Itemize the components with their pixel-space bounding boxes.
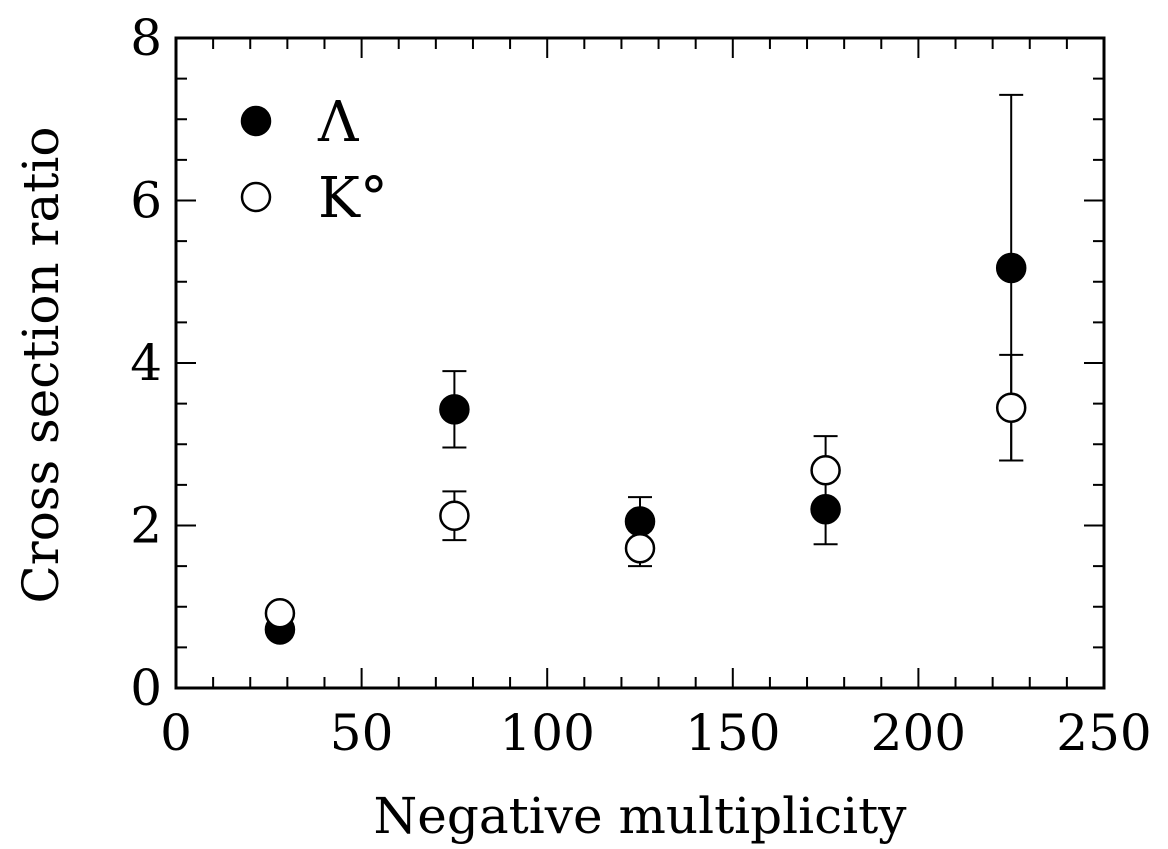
- y-axis-label: Cross section ratio: [12, 127, 70, 604]
- x-tick-label: 0: [160, 704, 192, 762]
- error-bars: [442, 93, 1024, 568]
- legend-marker-lambda: [240, 105, 272, 137]
- kaon-point: [624, 533, 656, 564]
- lambda-point: [995, 252, 1027, 284]
- y-tick-label: 8: [130, 9, 162, 67]
- tick-labels: 0 50 100 150 200 250 0 2 4 6 8: [130, 9, 1152, 762]
- legend-label: K°: [318, 166, 388, 231]
- x-tick-label: 100: [499, 704, 594, 762]
- x-tick-label: 250: [1056, 704, 1151, 762]
- y-tick-label: 6: [130, 172, 162, 230]
- y-tick-label: 4: [130, 334, 162, 392]
- kaon-point: [439, 500, 470, 531]
- kaon-point: [810, 455, 841, 486]
- lambda-point: [439, 394, 470, 425]
- axis-ticks: [175, 37, 1105, 689]
- plot-frame: [174, 36, 1106, 690]
- x-axis-label: Negative multiplicity: [374, 787, 908, 845]
- x-tick-label: 50: [330, 704, 394, 762]
- kaon-point: [995, 392, 1027, 423]
- lambda-point: [810, 494, 841, 525]
- kaon-point: [264, 598, 296, 629]
- y-tick-label: 2: [130, 497, 162, 555]
- data-points: [264, 252, 1027, 645]
- legend-marker-kaon: [240, 181, 272, 213]
- lambda-point: [624, 506, 656, 537]
- x-tick-label: 200: [871, 704, 966, 762]
- x-tick-label: 150: [685, 704, 780, 762]
- legend: Λ K°: [240, 90, 388, 231]
- y-tick-label: 0: [130, 659, 162, 717]
- legend-label: Λ: [317, 90, 359, 155]
